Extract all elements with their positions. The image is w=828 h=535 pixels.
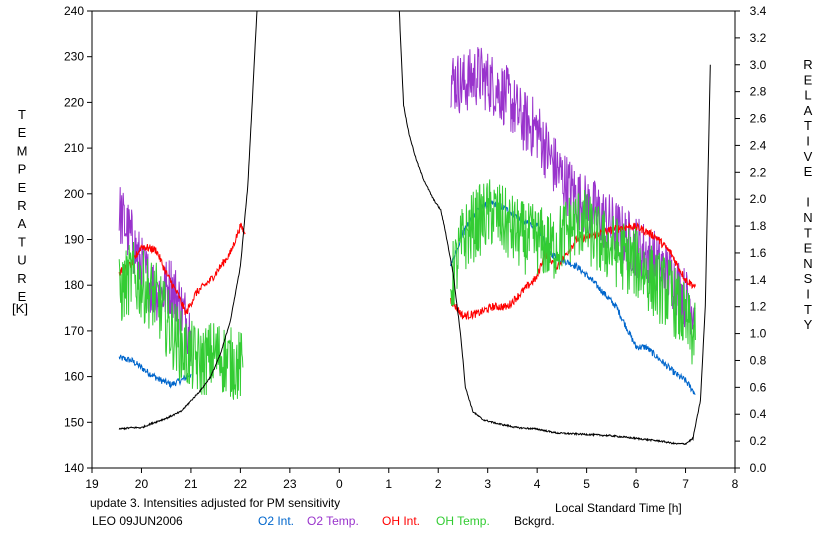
y-left-title-letter: A bbox=[18, 216, 27, 231]
y-left-title-letter: M bbox=[17, 143, 28, 158]
series-layer bbox=[118, 11, 711, 446]
y-left-title-letter: R bbox=[17, 271, 26, 286]
y-right-title-letter: R bbox=[803, 57, 812, 72]
y-right-title-letter: I bbox=[806, 287, 810, 302]
y-right-tick-label: 0.6 bbox=[750, 380, 767, 394]
series-o2-temp-line bbox=[450, 47, 696, 335]
y-left-tick-label: 200 bbox=[64, 187, 84, 201]
y-left-tick-label: 190 bbox=[64, 233, 84, 247]
annotation-text: update 3. Intensities adjusted for PM se… bbox=[90, 496, 341, 510]
y-right-tick-label: 2.8 bbox=[750, 85, 767, 99]
y-right-tick-label: 3.2 bbox=[750, 31, 767, 45]
legend-bckgrd: Bckgrd. bbox=[514, 514, 555, 528]
series-oh-int-line bbox=[450, 221, 696, 321]
x-tick-label: 2 bbox=[435, 477, 442, 491]
y-right-tick-label: 0.0 bbox=[750, 461, 767, 475]
site-date-label: LEO 09JUN2006 bbox=[92, 514, 183, 528]
y-left-tick-label: 240 bbox=[64, 4, 84, 18]
x-tick-label: 23 bbox=[283, 477, 297, 491]
y-left-tick-label: 170 bbox=[64, 324, 84, 338]
x-tick-label: 6 bbox=[633, 477, 640, 491]
y-right-tick-label: 0.8 bbox=[750, 353, 767, 367]
y-left-title-letter: E bbox=[18, 180, 27, 195]
y-right-title-letter: T bbox=[804, 302, 812, 317]
x-tick-label: 0 bbox=[336, 477, 343, 491]
y-right-tick-label: 1.8 bbox=[750, 219, 767, 233]
y-right-title-letter: T bbox=[804, 225, 812, 240]
y-right-title-letter: I bbox=[806, 195, 810, 210]
y-left-tick-label: 160 bbox=[64, 370, 84, 384]
y-right-title-letter: V bbox=[804, 149, 813, 164]
y-right-tick-label: 2.2 bbox=[750, 165, 767, 179]
y-right-tick-label: 2.6 bbox=[750, 112, 767, 126]
y-right-title-letter: E bbox=[804, 72, 813, 87]
y-right-title-letter: L bbox=[804, 88, 811, 103]
series-bckgrd-line bbox=[118, 11, 258, 431]
y-right-tick-label: 1.4 bbox=[750, 273, 767, 287]
y-right-title-letter: E bbox=[804, 164, 813, 179]
series-bckgrd-line bbox=[398, 11, 711, 446]
y-left-title-letter: E bbox=[18, 289, 27, 304]
x-tick-label: 19 bbox=[85, 477, 99, 491]
y-right-title-letter: E bbox=[804, 241, 813, 256]
y-right-title-letter: I bbox=[806, 134, 810, 149]
y-right-title-letter: N bbox=[803, 210, 812, 225]
y-left-title-letter: U bbox=[17, 253, 26, 268]
y-right-title-letter: S bbox=[804, 271, 813, 286]
y-left-title-letter: E bbox=[18, 125, 27, 140]
y-left-tick-label: 230 bbox=[64, 50, 84, 64]
y-left-tick-label: 220 bbox=[64, 95, 84, 109]
x-tick-label: 4 bbox=[534, 477, 541, 491]
x-tick-label: 7 bbox=[682, 477, 689, 491]
y-left-title-letter: R bbox=[17, 198, 26, 213]
y-right-tick-label: 1.0 bbox=[750, 327, 767, 341]
series-oh-temp-line bbox=[450, 179, 696, 365]
y-right-title-letter: N bbox=[803, 256, 812, 271]
legend-oh-int: OH Int. bbox=[382, 514, 421, 528]
series-oh-int-line bbox=[118, 222, 246, 315]
x-tick-label: 22 bbox=[234, 477, 248, 491]
x-tick-label: 21 bbox=[184, 477, 198, 491]
axes-layer: 19 20 21 22 23 0 1 2 3 4 5 6 7 8140150160170180190200… bbox=[12, 4, 813, 491]
y-left-tick-label: 210 bbox=[64, 141, 84, 155]
y-right-tick-label: 2.4 bbox=[750, 138, 767, 152]
legend-o2-temp: O2 Temp. bbox=[307, 514, 359, 528]
x-axis-title: Local Standard Time [h] bbox=[555, 501, 682, 515]
x-tick-label: 5 bbox=[583, 477, 590, 491]
x-tick-label: 20 bbox=[135, 477, 149, 491]
legend-oh-temp: OH Temp. bbox=[436, 514, 490, 528]
y-left-unit: [K] bbox=[12, 301, 28, 316]
y-left-tick-label: 150 bbox=[64, 415, 84, 429]
y-left-title-letter: T bbox=[18, 107, 26, 122]
y-right-title-letter: Y bbox=[804, 317, 813, 332]
x-tick-label: 1 bbox=[385, 477, 392, 491]
y-right-tick-label: 3.0 bbox=[750, 58, 767, 72]
y-right-tick-label: 0.2 bbox=[750, 434, 767, 448]
y-right-tick-label: 1.2 bbox=[750, 300, 767, 314]
legend-o2-int: O2 Int. bbox=[258, 514, 295, 528]
y-right-tick-label: 2.0 bbox=[750, 192, 767, 206]
y-left-title-letter: T bbox=[18, 234, 26, 249]
y-left-tick-label: 180 bbox=[64, 278, 84, 292]
y-right-tick-label: 3.4 bbox=[750, 4, 767, 18]
y-right-title-letter: T bbox=[804, 118, 812, 133]
x-tick-label: 3 bbox=[484, 477, 491, 491]
y-right-title-letter: A bbox=[804, 103, 813, 118]
y-left-tick-label: 140 bbox=[64, 461, 84, 475]
y-right-tick-label: 1.6 bbox=[750, 246, 767, 260]
y-left-title-letter: P bbox=[18, 162, 27, 177]
y-right-tick-label: 0.4 bbox=[750, 407, 767, 421]
x-tick-label: 8 bbox=[732, 477, 739, 491]
series-oh-temp-line bbox=[118, 241, 244, 400]
